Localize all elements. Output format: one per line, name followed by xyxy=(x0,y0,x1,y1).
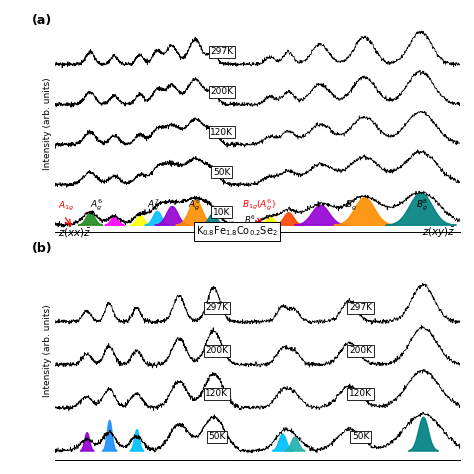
Text: 50K: 50K xyxy=(213,168,230,177)
Text: 200K: 200K xyxy=(205,346,228,355)
Text: $B_g^6$: $B_g^6$ xyxy=(244,213,255,228)
Text: 297K: 297K xyxy=(205,303,228,312)
Text: $\mathrm{K_{0.8}Fe_{1.8}Co_{0.2}Se_2}$: $\mathrm{K_{0.8}Fe_{1.8}Co_{0.2}Se_2}$ xyxy=(196,225,278,238)
Text: $z(xy)\bar{z}$: $z(xy)\bar{z}$ xyxy=(422,226,456,239)
Text: 50K: 50K xyxy=(208,432,226,441)
Text: (b): (b) xyxy=(32,242,53,255)
Text: 200K: 200K xyxy=(349,346,372,355)
Text: $z(xx)\bar{z}$: $z(xx)\bar{z}$ xyxy=(58,227,91,239)
Text: $B_{1g}(A_g^6)$: $B_{1g}(A_g^6)$ xyxy=(242,198,275,213)
Text: $A_g^7$: $A_g^7$ xyxy=(147,198,160,213)
Text: 120K: 120K xyxy=(349,389,372,398)
Y-axis label: Intensity (arb. units): Intensity (arb. units) xyxy=(43,77,52,170)
Text: $A_g^6$: $A_g^6$ xyxy=(90,198,103,213)
Text: 297K: 297K xyxy=(210,47,233,56)
Text: 297K: 297K xyxy=(349,303,372,312)
Y-axis label: Intensity (arb. units): Intensity (arb. units) xyxy=(43,304,52,397)
Text: 200K: 200K xyxy=(210,87,233,96)
Text: 50K: 50K xyxy=(352,432,369,441)
Text: 10K: 10K xyxy=(213,208,230,217)
Text: (a): (a) xyxy=(32,14,53,27)
Text: $B_g^7$: $B_g^7$ xyxy=(345,198,357,213)
Text: $A_{1g}$: $A_{1g}$ xyxy=(58,201,74,213)
Text: 120K: 120K xyxy=(210,128,233,137)
Text: $B_g^8$: $B_g^8$ xyxy=(416,198,428,213)
Text: $A_g^8$: $A_g^8$ xyxy=(188,198,201,213)
Text: 120K: 120K xyxy=(205,389,228,398)
